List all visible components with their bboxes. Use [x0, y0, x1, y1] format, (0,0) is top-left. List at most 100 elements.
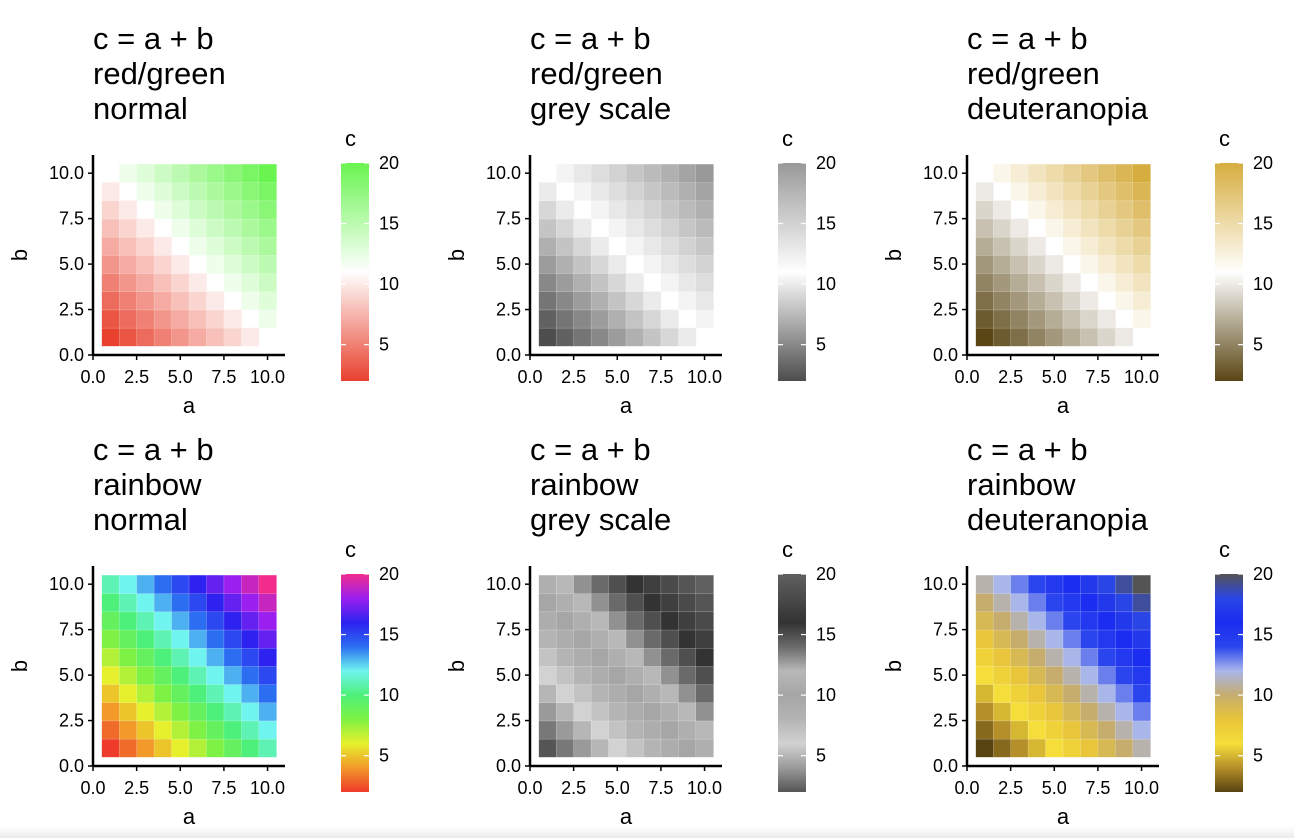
heatmap-cell: [188, 236, 208, 256]
heatmap-cell: [1097, 254, 1116, 274]
heatmap-cell: [1045, 309, 1064, 329]
heatmap-cell: [101, 647, 120, 667]
heatmap-cell: [1027, 683, 1047, 703]
heatmap-cell: [1062, 218, 1082, 238]
heatmap-cell: [171, 738, 190, 758]
heatmap-cell: [695, 309, 714, 329]
heatmap-cell: [590, 291, 610, 311]
heatmap-cell: [590, 200, 610, 220]
legend-label: 15: [379, 214, 399, 234]
heatmap-cell: [1115, 629, 1134, 649]
heatmap-cell: [1132, 647, 1151, 667]
y-tick-label: 7.5: [59, 620, 84, 640]
heatmap-cell: [555, 574, 575, 594]
y-tick-label: 0.0: [933, 345, 958, 365]
x-tick-label: 5.0: [1042, 778, 1067, 798]
heatmap-cell: [188, 327, 208, 347]
heatmap-cell: [643, 309, 662, 329]
heatmap-cell: [1027, 327, 1047, 347]
heatmap-cell: [171, 163, 190, 183]
heatmap-cell: [555, 683, 575, 703]
panel-title-line-1: red/green: [530, 56, 663, 91]
heatmap-cell: [223, 683, 242, 703]
heatmap-cell: [678, 200, 697, 220]
heatmap-cell: [171, 254, 190, 274]
heatmap-cell: [608, 665, 627, 685]
heatmap-cell: [573, 665, 592, 685]
heatmap-cell: [188, 647, 208, 667]
panel-title-line-2: grey scale: [530, 502, 671, 537]
heatmap-cell: [241, 683, 260, 703]
heatmap-cell: [1010, 327, 1029, 347]
heatmap-cell: [101, 309, 120, 329]
heatmap-cell: [573, 163, 592, 183]
heatmap-cell: [241, 647, 260, 667]
heatmap-cell: [118, 291, 138, 311]
heatmap-cell: [992, 629, 1012, 649]
heatmap-cell: [660, 236, 679, 256]
heatmap-cell: [555, 327, 575, 347]
heatmap-cell: [608, 309, 627, 329]
y-tick-label: 5.0: [496, 665, 521, 685]
y-tick-label: 0.0: [59, 756, 84, 776]
heatmap-cell: [625, 738, 645, 758]
heatmap-cell: [223, 738, 242, 758]
heatmap-cell: [590, 738, 610, 758]
heatmap-cell: [625, 611, 645, 631]
heatmap-cell: [660, 738, 679, 758]
heatmap-cell: [608, 327, 627, 347]
heatmap-cell: [1062, 720, 1082, 740]
heatmap-cell: [555, 702, 575, 722]
heatmap-cell: [206, 611, 225, 631]
heatmap-cell: [153, 163, 173, 183]
heatmap-cell: [101, 702, 120, 722]
x-tick-label: 0.0: [80, 778, 105, 798]
x-tick-label: 7.5: [648, 778, 673, 798]
heatmap-cell: [153, 720, 173, 740]
heatmap-cell: [153, 629, 173, 649]
heatmap-cell: [1080, 611, 1099, 631]
heatmap-cell: [1010, 738, 1029, 758]
heatmap-cell: [643, 574, 662, 594]
heatmap-cell: [1132, 309, 1151, 329]
legend-title: c: [1219, 537, 1230, 562]
heatmap-cell: [153, 200, 173, 220]
panel-title-line-0: c = a + b: [93, 21, 214, 56]
heatmap-cell: [608, 683, 627, 703]
x-tick-label: 10.0: [1124, 778, 1159, 798]
heatmap-cell: [118, 738, 138, 758]
heatmap-cell: [1010, 720, 1029, 740]
y-axis-title: b: [881, 660, 906, 672]
heatmap-cell: [538, 309, 557, 329]
heatmap-cell: [1010, 702, 1029, 722]
y-tick-label: 10.0: [49, 163, 84, 183]
x-tick-label: 10.0: [687, 367, 722, 387]
heatmap-cell: [1062, 683, 1082, 703]
heatmap-cell: [101, 236, 120, 256]
heatmap-cell: [643, 182, 662, 202]
y-tick-label: 0.0: [59, 345, 84, 365]
heatmap-cell: [625, 665, 645, 685]
heatmap-cell: [1080, 665, 1099, 685]
y-tick-label: 5.0: [933, 254, 958, 274]
heatmap-cell: [678, 218, 697, 238]
heatmap-cell: [1097, 272, 1116, 292]
x-axis-title: a: [620, 393, 633, 418]
heatmap-cell: [223, 236, 242, 256]
heatmap-cell: [608, 593, 627, 613]
heatmap-cell: [258, 272, 277, 292]
panel-title-line-0: c = a + b: [967, 21, 1088, 56]
heatmap-cell: [695, 163, 714, 183]
heatmap-cell: [118, 647, 138, 667]
heatmap-cell: [643, 200, 662, 220]
heatmap-cell: [206, 720, 225, 740]
heatmap-cell: [660, 327, 679, 347]
heatmap-cell: [118, 236, 138, 256]
heatmap-cell: [678, 611, 697, 631]
heatmap-cell: [101, 665, 120, 685]
heatmap-cell: [1115, 647, 1134, 667]
legend-label: 10: [1253, 685, 1273, 705]
heatmap-cell: [1062, 665, 1082, 685]
heatmap-cell: [1045, 574, 1064, 594]
heatmap-cell: [1080, 702, 1099, 722]
